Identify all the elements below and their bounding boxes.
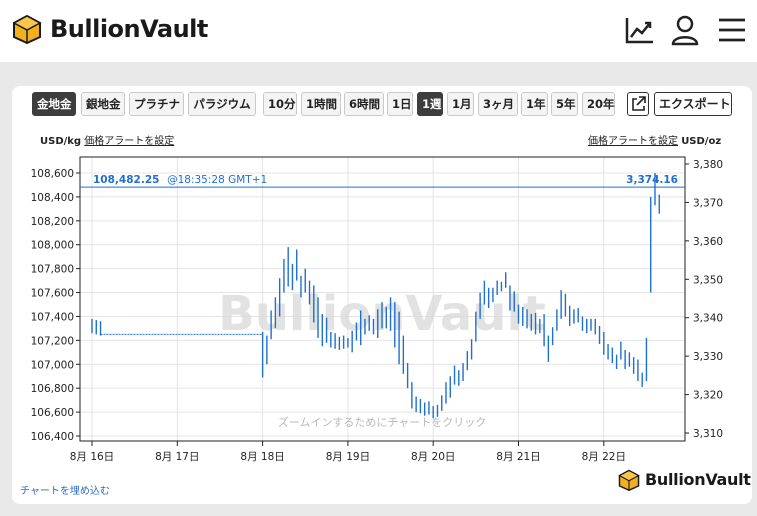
left-tick-label: 107,400 — [31, 311, 74, 323]
left-tick-label: 107,000 — [31, 359, 74, 371]
right-tick-label: 3,310 — [693, 428, 723, 440]
right-tick-label: 3,330 — [693, 351, 723, 363]
left-tick-label: 107,800 — [31, 264, 74, 276]
left-tick-label: 106,800 — [31, 383, 74, 395]
right-price-alert-link[interactable]: 価格アラートを設定 — [588, 136, 678, 147]
right-unit-label: USD/oz — [681, 136, 722, 147]
right-tick-label: 3,370 — [693, 197, 723, 209]
left-tick-label: 106,600 — [31, 407, 74, 419]
x-tick-label: 8月 16日 — [70, 451, 114, 463]
x-tick-label: 8月 17日 — [155, 451, 199, 463]
left-tick-label: 108,000 — [31, 240, 74, 252]
range-10min-button[interactable]: 10分 — [263, 92, 297, 116]
metal-palladium-button[interactable]: パラジウム — [188, 92, 256, 116]
x-tick-label: 8月 21日 — [496, 451, 540, 463]
left-unit-label: USD/kg — [40, 136, 82, 147]
range-1day-button[interactable]: 1日 — [387, 92, 413, 116]
footer-logo-icon — [618, 469, 640, 491]
left-tick-label: 107,200 — [31, 335, 74, 347]
left-tick-label: 107,600 — [31, 288, 74, 300]
current-price-kg-value: 108,482.25 — [93, 174, 159, 186]
embed-chart-link[interactable]: チャートを埋め込む — [20, 486, 110, 497]
current-price-time: @18:35:28 GMT+1 — [167, 174, 267, 186]
right-tick-label: 3,380 — [693, 159, 723, 171]
metal-gold-button[interactable]: 金地金 — [32, 92, 76, 116]
external-link-button[interactable] — [627, 92, 649, 116]
zoom-hint: ズームインするためにチャートをクリック — [278, 415, 487, 429]
price-series — [91, 173, 660, 419]
range-3month-button[interactable]: 3ヶ月 — [478, 92, 518, 116]
chart-card — [12, 86, 752, 504]
site-header: BullionVault — [0, 0, 757, 62]
plot-frame — [79, 156, 686, 442]
x-tick-label: 8月 19日 — [326, 451, 370, 463]
range-6hour-button[interactable]: 6時間 — [344, 92, 384, 116]
left-price-alert-link[interactable]: 価格アラートを設定 — [84, 136, 175, 147]
left-axis: 108,600 108,400 108,200 108,000 107,800 107,6… — [31, 168, 80, 443]
right-tick-label: 3,340 — [693, 313, 723, 325]
left-unit-row: USD/kg 価格アラートを設定 — [40, 132, 174, 147]
range-1year-button[interactable]: 1年 — [521, 92, 548, 116]
x-tick-label: 8月 18日 — [240, 451, 284, 463]
chart-trend-icon[interactable] — [624, 14, 656, 46]
right-axis: 3,380 3,370 3,360 3,350 3,340 3,330 3,320 3,310 — [685, 159, 723, 440]
right-tick-label: 3,350 — [693, 274, 723, 286]
brand-name[interactable]: BullionVault — [50, 15, 208, 43]
x-tick-label: 8月 20日 — [411, 451, 455, 463]
user-icon[interactable] — [669, 14, 701, 46]
range-20year-button[interactable]: 20年 — [582, 92, 615, 116]
export-button[interactable]: エクスポート — [654, 92, 732, 116]
current-price-kg: 108,482.25 @18:35:28 GMT+1 — [93, 174, 267, 186]
range-5year-button[interactable]: 5年 — [551, 92, 578, 116]
bullionvault-logo-icon[interactable] — [12, 14, 42, 44]
current-price-oz: 3,374.16 — [626, 174, 678, 186]
right-tick-label: 3,360 — [693, 236, 723, 248]
left-tick-label: 108,400 — [31, 192, 74, 204]
right-unit-row: 価格アラートを設定 USD/oz — [588, 132, 721, 147]
right-tick-label: 3,320 — [693, 390, 723, 402]
left-tick-label: 108,200 — [31, 216, 74, 228]
external-link-icon — [632, 96, 646, 111]
chart-grid — [80, 157, 685, 441]
x-tick-label: 8月 22日 — [582, 451, 626, 463]
hamburger-menu-icon[interactable] — [716, 14, 748, 46]
metal-platinum-button[interactable]: プラチナ — [129, 92, 184, 116]
range-1month-button[interactable]: 1月 — [447, 92, 474, 116]
footer-brand: BullionVault — [645, 470, 751, 489]
x-axis: 8月 16日 8月 17日 8月 18日 8月 19日 8月 20日 8月 21日 8月 2… — [70, 441, 626, 463]
metal-silver-button[interactable]: 銀地金 — [81, 92, 125, 116]
range-1week-button[interactable]: 1週 — [417, 92, 443, 116]
range-1hour-button[interactable]: 1時間 — [301, 92, 341, 116]
left-tick-label: 106,400 — [31, 431, 74, 443]
left-tick-label: 108,600 — [31, 168, 74, 180]
